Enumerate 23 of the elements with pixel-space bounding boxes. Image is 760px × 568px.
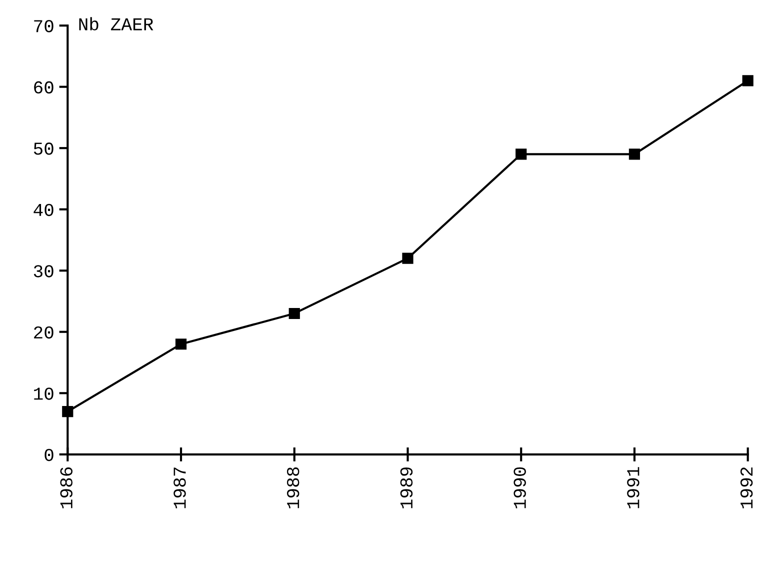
y-tick-label: 50 (34, 142, 54, 155)
x-tick-label: 1987 (174, 468, 186, 508)
x-tick-label: 1991 (627, 467, 640, 508)
y-tick-label: 40 (34, 204, 54, 216)
x-tick-label: 1988 (286, 467, 300, 508)
point (175, 338, 187, 350)
point (62, 406, 74, 418)
y-tick-label: 20 (34, 326, 54, 339)
x-tick-label: 1992 (740, 467, 753, 508)
x-tick-label: 1990 (514, 467, 526, 508)
y-axis-title: Nb ZAER (79, 17, 154, 30)
point (628, 148, 640, 160)
y-tick-label: 30 (34, 265, 54, 278)
x-tick-label: 1986 (60, 467, 72, 508)
point (288, 308, 300, 320)
y-tick-label: 60 (34, 81, 54, 94)
y-tick-label: 70 (34, 20, 54, 32)
y-tick-label: 0 (44, 448, 54, 462)
y-tick-label: 10 (34, 388, 54, 400)
point (516, 148, 527, 160)
point (742, 75, 754, 86)
x-tick-label: 1989 (400, 467, 413, 508)
point (402, 252, 414, 264)
